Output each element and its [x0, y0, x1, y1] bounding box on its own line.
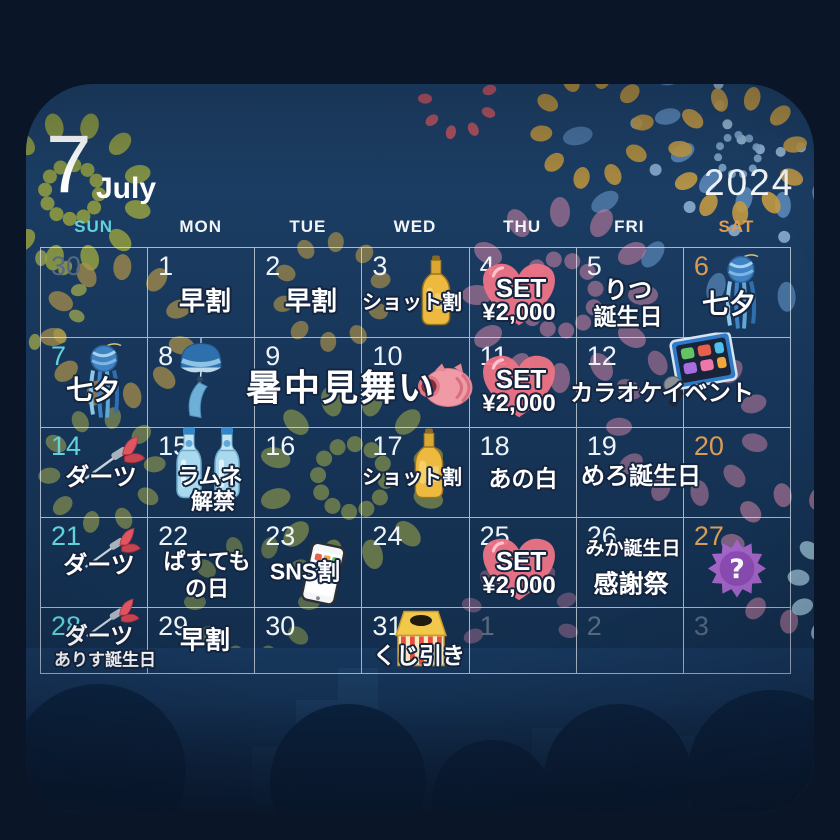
event-label: 早割	[178, 286, 232, 316]
event-label: 暑中見舞い	[245, 367, 437, 408]
event-label: SET	[495, 273, 547, 303]
event-label: 解禁	[190, 489, 236, 514]
shot-bottle-icon	[411, 428, 447, 505]
event-label: ラムネ	[177, 464, 243, 489]
day-number: 5	[586, 251, 602, 281]
event-label: の日	[184, 576, 230, 601]
event-label: あの白	[488, 465, 558, 492]
calendar-cell-24: 24	[362, 518, 470, 608]
day-header-wed: WED	[393, 217, 437, 236]
day-number: 19	[586, 431, 617, 461]
event-label: ショット割	[362, 467, 462, 489]
event-label: ダーツ	[64, 622, 134, 649]
year-label: 2024	[704, 162, 795, 203]
day-number: 1	[479, 611, 495, 641]
event-label: ショット割	[362, 292, 462, 314]
day-number: 1	[158, 251, 174, 281]
event-label: ダーツ	[65, 464, 137, 491]
day-number: 6	[693, 251, 709, 281]
day-number: 14	[51, 431, 82, 461]
day-number: 2	[586, 611, 602, 641]
event-label: くじ引き	[373, 642, 465, 669]
day-number: 17	[372, 431, 403, 461]
day-number: 30	[265, 611, 296, 641]
day-number: 30	[51, 251, 82, 281]
calendar-cell-2-muted: 2	[576, 608, 684, 674]
event-label: めろ誕生日	[581, 463, 701, 490]
event-label: ¥2,000	[482, 390, 556, 417]
wind-chime-icon	[175, 337, 227, 425]
event-label: 七夕	[702, 289, 756, 320]
day-number: 24	[372, 521, 403, 551]
day-number: 7	[51, 341, 67, 371]
calendar-cell-30: 30	[255, 608, 363, 674]
calendar-cell-30-muted: 30	[41, 248, 149, 338]
day-number: 18	[479, 431, 510, 461]
event-label: SET	[495, 546, 547, 576]
event-label: ぱすても	[163, 549, 251, 574]
day-header-sat: SAT	[718, 217, 755, 236]
month-number: 7	[46, 119, 92, 210]
event-label: 七夕	[66, 375, 120, 406]
event-label: SET	[495, 364, 547, 394]
event-label: 感謝祭	[593, 570, 669, 599]
day-number: 16	[265, 431, 296, 461]
event-label: 早割	[179, 626, 231, 655]
day-header-tue: TUE	[289, 217, 327, 236]
calendar-cell-3-muted: 3	[683, 608, 791, 674]
calendar-inner: 7 July 2024 SUN MON TUE WED THU FRI SAT 30 1 2 3 4…	[26, 84, 814, 812]
day-header-mon: MON	[179, 217, 223, 236]
question-burst-icon: ?	[707, 539, 767, 604]
day-number: 8	[158, 341, 174, 371]
event-label: ¥2,000	[482, 572, 556, 599]
day-header-thu: THU	[503, 217, 542, 236]
day-number: 22	[158, 521, 189, 551]
day-number: 12	[586, 341, 617, 371]
month-name: July	[96, 172, 157, 205]
event-label: SNS割	[269, 558, 341, 585]
day-number: 2	[265, 251, 281, 281]
event-label: りつ	[603, 277, 653, 304]
day-number: 21	[51, 521, 82, 551]
day-number: 3	[693, 611, 709, 641]
svg-text:?: ?	[729, 554, 745, 585]
calendar-cell-1-muted: 1	[469, 608, 577, 674]
event-label: カラオケイベント	[570, 379, 754, 406]
event-label: 誕生日	[593, 303, 663, 330]
calendar-cell-16: 16	[255, 428, 363, 518]
day-header-fri: FRI	[614, 217, 645, 236]
day-number: 3	[372, 251, 388, 281]
event-label: ダーツ	[63, 552, 135, 579]
day-number: 23	[265, 521, 296, 551]
day-number: 20	[693, 431, 724, 461]
event-label: みか誕生日	[585, 538, 681, 560]
calendar-screen: 7 July 2024 SUN MON TUE WED THU FRI SAT 30 1 2 3 4…	[26, 84, 814, 812]
day-header-sun: SUN	[74, 217, 114, 236]
event-label: 早割	[284, 286, 338, 316]
event-label: ¥2,000	[482, 299, 556, 326]
event-label: ありす誕生日	[54, 650, 156, 670]
